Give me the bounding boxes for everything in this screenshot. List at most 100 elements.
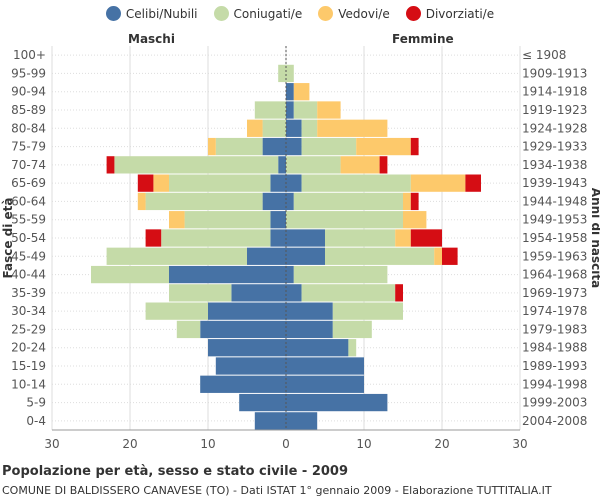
bar-female-celibi	[286, 265, 294, 284]
bar-male-divorziati	[106, 156, 115, 174]
females-header: Femmine	[392, 32, 454, 46]
bar-female-coniugati	[325, 229, 396, 247]
bar-female-celibi	[286, 412, 318, 430]
bar-male-celibi	[208, 302, 286, 320]
legend-swatch-vedovi	[318, 6, 334, 21]
bar-male-vedovi	[153, 174, 169, 192]
bar-male-celibi	[239, 393, 286, 412]
legend: Celibi/Nubili Coniugati/e Vedovi/e Divor…	[0, 6, 600, 21]
age-group-label: 60-64	[11, 194, 46, 208]
birth-year-label: 1994-1998	[522, 377, 587, 391]
bar-female-vedovi	[356, 137, 411, 156]
age-group-label: 95-99	[11, 66, 46, 80]
bar-male-celibi	[215, 357, 286, 375]
age-group-label: 85-89	[11, 103, 46, 117]
bar-male-vedovi	[247, 119, 263, 137]
birth-year-label: 1919-1923	[522, 103, 587, 117]
bar-female-coniugati	[286, 211, 403, 229]
legend-label-coniugati: Coniugati/e	[233, 6, 303, 21]
legend-label-divorziati: Divorziati/e	[425, 6, 495, 21]
bar-male-coniugati	[106, 247, 247, 265]
birth-year-label: 1944-1948	[522, 194, 587, 208]
bar-female-coniugati	[325, 247, 435, 265]
bar-female-divorziati	[395, 284, 403, 302]
legend-swatch-celibi	[105, 6, 121, 21]
legend-item-coniugati: Coniugati/e	[213, 6, 303, 21]
bar-female-celibi	[286, 119, 302, 137]
age-group-label: 90-94	[11, 85, 46, 99]
bar-female-vedovi	[317, 101, 341, 119]
bar-male-vedovi	[137, 192, 146, 211]
bar-male-divorziati	[137, 174, 154, 192]
bar-male-coniugati	[215, 137, 263, 156]
age-group-label: 0-4	[26, 414, 46, 428]
birth-year-label: 1969-1973	[522, 286, 587, 300]
bar-female-divorziati	[410, 192, 419, 211]
bar-female-coniugati	[301, 119, 318, 137]
bar-female-celibi	[286, 284, 302, 302]
birth-year-label: 1924-1928	[522, 121, 587, 135]
x-tick-label: 0	[282, 437, 290, 451]
age-group-label: 35-39	[11, 286, 46, 300]
x-tick-label: 10	[200, 437, 215, 451]
bar-female-celibi	[286, 229, 325, 247]
bar-male-divorziati	[145, 229, 162, 247]
bar-male-coniugati	[145, 302, 208, 320]
bar-male-celibi	[262, 137, 286, 156]
birth-year-label: 1984-1988	[522, 341, 587, 355]
age-group-label: 45-49	[11, 249, 46, 263]
bar-male-celibi	[262, 192, 286, 211]
bar-female-celibi	[286, 320, 333, 339]
bar-female-coniugati	[301, 174, 411, 192]
birth-year-label: 1964-1968	[522, 268, 587, 282]
y-axis-title: Fasce di età	[1, 197, 15, 278]
x-tick-label: 30	[512, 437, 527, 451]
age-group-label: 55-59	[11, 213, 46, 227]
bar-female-divorziati	[442, 247, 458, 265]
bar-female-vedovi	[403, 211, 427, 229]
x-tick-label: 20	[122, 437, 137, 451]
birth-year-label: 1989-1993	[522, 359, 587, 373]
bar-female-coniugati	[286, 156, 341, 174]
bar-male-coniugati	[254, 101, 286, 119]
bar-female-celibi	[286, 174, 302, 192]
birth-year-label: 1949-1953	[522, 213, 587, 227]
bar-female-vedovi	[410, 174, 466, 192]
bar-male-celibi	[270, 229, 286, 247]
age-group-label: 100+	[13, 48, 46, 62]
bar-male-coniugati	[184, 211, 271, 229]
bar-male-celibi	[254, 412, 286, 430]
bar-female-celibi	[286, 339, 349, 357]
bar-male-celibi	[200, 375, 286, 393]
population-pyramid-chart: 30 20 10 0 10 20 30 100+ ≤ 1908 95-99 1909-1913 90-…	[1, 46, 600, 451]
x-tick-label: 30	[44, 437, 59, 451]
bar-female-celibi	[286, 137, 302, 156]
age-group-label: 70-74	[11, 158, 46, 172]
birth-year-label: 1909-1913	[522, 66, 587, 80]
legend-swatch-divorziati	[405, 6, 421, 21]
legend-item-vedovi: Vedovi/e	[318, 6, 390, 21]
bar-female-coniugati	[293, 265, 388, 284]
bar-male-celibi	[270, 211, 286, 229]
bar-male-coniugati	[114, 156, 279, 174]
bar-female-divorziati	[379, 156, 388, 174]
x-tick-label: 10	[356, 437, 371, 451]
bar-male-coniugati	[91, 265, 169, 284]
bar-female-celibi	[286, 192, 294, 211]
age-group-label: 5-9	[26, 396, 46, 410]
bar-female-coniugati	[301, 137, 357, 156]
birth-year-label: 2004-2008	[522, 414, 587, 428]
bar-male-vedovi	[169, 211, 185, 229]
bar-male-vedovi	[208, 137, 216, 156]
age-group-label: 10-14	[11, 377, 46, 391]
bar-male-celibi	[169, 265, 286, 284]
age-group-label: 15-19	[11, 359, 46, 373]
birth-year-label: 1999-2003	[522, 396, 587, 410]
bar-female-divorziati	[465, 174, 481, 192]
bar-female-celibi	[286, 101, 294, 119]
bar-female-vedovi	[434, 247, 442, 265]
age-group-label: 75-79	[11, 140, 46, 154]
age-group-label: 25-29	[11, 322, 46, 336]
bar-female-vedovi	[293, 83, 310, 101]
bar-female-coniugati	[332, 302, 403, 320]
